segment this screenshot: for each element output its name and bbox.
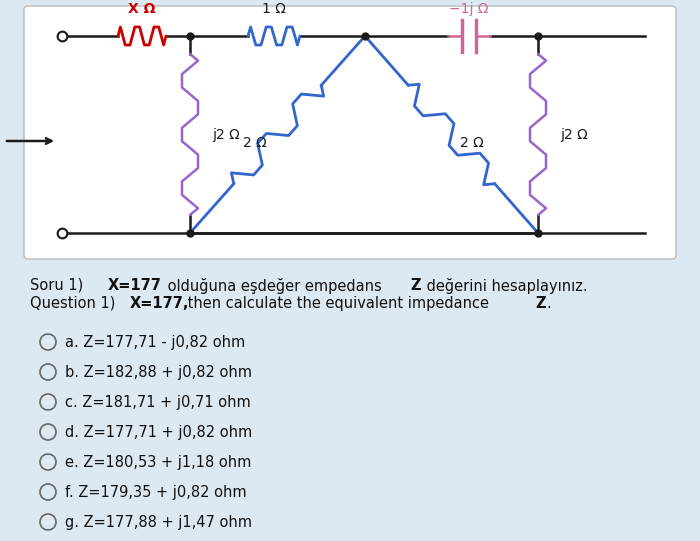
Text: Question 1): Question 1) bbox=[30, 296, 125, 311]
Text: 2 Ω: 2 Ω bbox=[460, 136, 484, 150]
Text: c. Z=181,71 + j0,71 ohm: c. Z=181,71 + j0,71 ohm bbox=[65, 394, 251, 410]
Text: Soru 1): Soru 1) bbox=[30, 278, 92, 293]
Text: then calculate the equivalent impedance: then calculate the equivalent impedance bbox=[183, 296, 494, 311]
Text: e. Z=180,53 + j1,18 ohm: e. Z=180,53 + j1,18 ohm bbox=[65, 454, 251, 470]
Text: .: . bbox=[546, 296, 551, 311]
Text: d. Z=177,71 + j0,82 ohm: d. Z=177,71 + j0,82 ohm bbox=[65, 425, 252, 439]
Text: Z: Z bbox=[535, 296, 545, 311]
Text: j2 Ω: j2 Ω bbox=[212, 128, 239, 142]
Text: 2 Ω: 2 Ω bbox=[243, 136, 267, 150]
Text: değerini hesaplayınız.: değerini hesaplayınız. bbox=[422, 278, 587, 294]
Text: 1 Ω: 1 Ω bbox=[262, 2, 286, 16]
Text: −1j Ω: −1j Ω bbox=[449, 2, 489, 16]
Text: olduğuna eşdeğer empedans: olduğuna eşdeğer empedans bbox=[163, 278, 386, 294]
FancyBboxPatch shape bbox=[24, 6, 676, 259]
Text: f. Z=179,35 + j0,82 ohm: f. Z=179,35 + j0,82 ohm bbox=[65, 485, 246, 499]
Text: X=177: X=177 bbox=[108, 278, 162, 293]
Text: b. Z=182,88 + j0,82 ohm: b. Z=182,88 + j0,82 ohm bbox=[65, 365, 252, 379]
Text: g. Z=177,88 + j1,47 ohm: g. Z=177,88 + j1,47 ohm bbox=[65, 514, 252, 530]
Text: Z: Z bbox=[410, 278, 421, 293]
Text: X=177,: X=177, bbox=[130, 296, 190, 311]
Text: X Ω: X Ω bbox=[128, 2, 155, 16]
Text: a. Z=177,71 - j0,82 ohm: a. Z=177,71 - j0,82 ohm bbox=[65, 334, 245, 349]
Text: j2 Ω: j2 Ω bbox=[560, 128, 588, 142]
